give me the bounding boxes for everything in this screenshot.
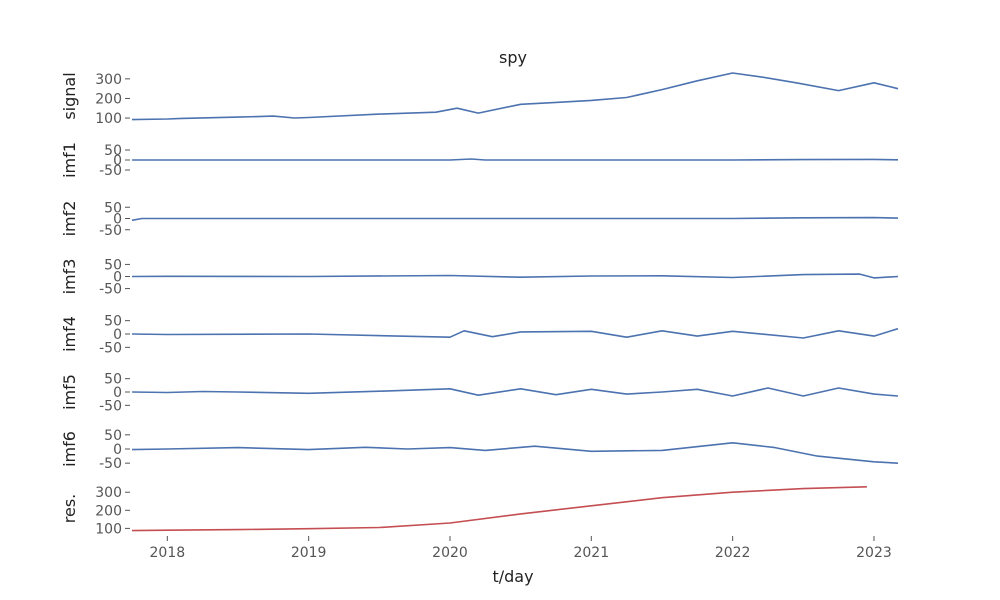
panel-imf4: imf4 500-50 [60, 314, 899, 356]
series-line-imf2 [131, 216, 899, 222]
series-line-imf3 [131, 273, 899, 279]
y-tick-label: -50 [99, 223, 122, 239]
y-tick-label: -50 [99, 163, 122, 179]
chart-title: spy [499, 48, 527, 67]
y-tick-label: 300 [95, 72, 122, 88]
series-line-res [131, 486, 867, 532]
x-tick-label: 2018 [150, 545, 186, 561]
y-tick-label: 50 [104, 428, 122, 444]
y-tick-label: 0 [113, 442, 122, 458]
x-tick-label: 2019 [291, 545, 327, 561]
y-tick-label: 50 [104, 257, 122, 273]
y-axis-label: imf4 [60, 316, 79, 352]
x-axis: 2018 2019 2020 2021 2022 2023 [150, 536, 892, 561]
y-tick-label: 50 [104, 200, 122, 216]
y-tick-label: 200 [95, 503, 122, 519]
y-tick-label: -50 [99, 340, 122, 356]
panel-imf5: imf5 500-50 [60, 372, 899, 414]
y-tick-label: -50 [99, 456, 122, 472]
x-axis-label: t/day [492, 567, 533, 586]
y-axis-label: imf2 [60, 201, 79, 237]
panel-imf2: imf2 500-50 [60, 200, 899, 239]
series-line-imf4 [131, 327, 899, 339]
y-tick-label: 300 [95, 485, 122, 501]
series-line-imf6 [131, 442, 899, 464]
y-tick-label: 200 [95, 91, 122, 107]
y-tick-label: 100 [95, 521, 122, 537]
y-axis-label: imf5 [60, 374, 79, 410]
x-tick-label: 2020 [432, 545, 468, 561]
y-tick-label: -50 [99, 282, 122, 298]
panel-imf1: imf1 500-50 [60, 142, 899, 179]
y-tick-label: 0 [113, 385, 122, 401]
y-tick-label: -50 [99, 398, 122, 414]
panel-res: res. 100 200 300 [60, 485, 867, 537]
panel-imf3: imf3 500-50 [60, 257, 899, 298]
panel-imf6: imf6 500-50 [60, 428, 899, 472]
x-tick-label: 2022 [715, 545, 751, 561]
y-axis-label: imf1 [60, 142, 79, 178]
y-tick-label: 50 [104, 314, 122, 330]
y-tick-label: 0 [113, 270, 122, 286]
x-tick-label: 2023 [856, 545, 892, 561]
y-tick-label: 50 [104, 372, 122, 388]
y-axis-label: imf3 [60, 259, 79, 295]
y-axis-label: res. [60, 494, 79, 524]
y-axis-label: imf6 [60, 431, 79, 467]
x-tick-label: 2021 [573, 545, 609, 561]
y-tick-label: 0 [113, 212, 122, 228]
y-tick-label: 0 [113, 153, 122, 169]
series-line-imf1 [132, 158, 899, 161]
series-line-signal [131, 72, 899, 121]
y-axis-label: signal [60, 72, 79, 119]
series-line-imf5 [131, 387, 899, 397]
y-tick-label: 100 [95, 111, 122, 127]
panel-signal: signal 100 200 300 [60, 72, 899, 127]
y-tick-label: 50 [104, 143, 122, 159]
y-tick-label: 0 [113, 327, 122, 343]
